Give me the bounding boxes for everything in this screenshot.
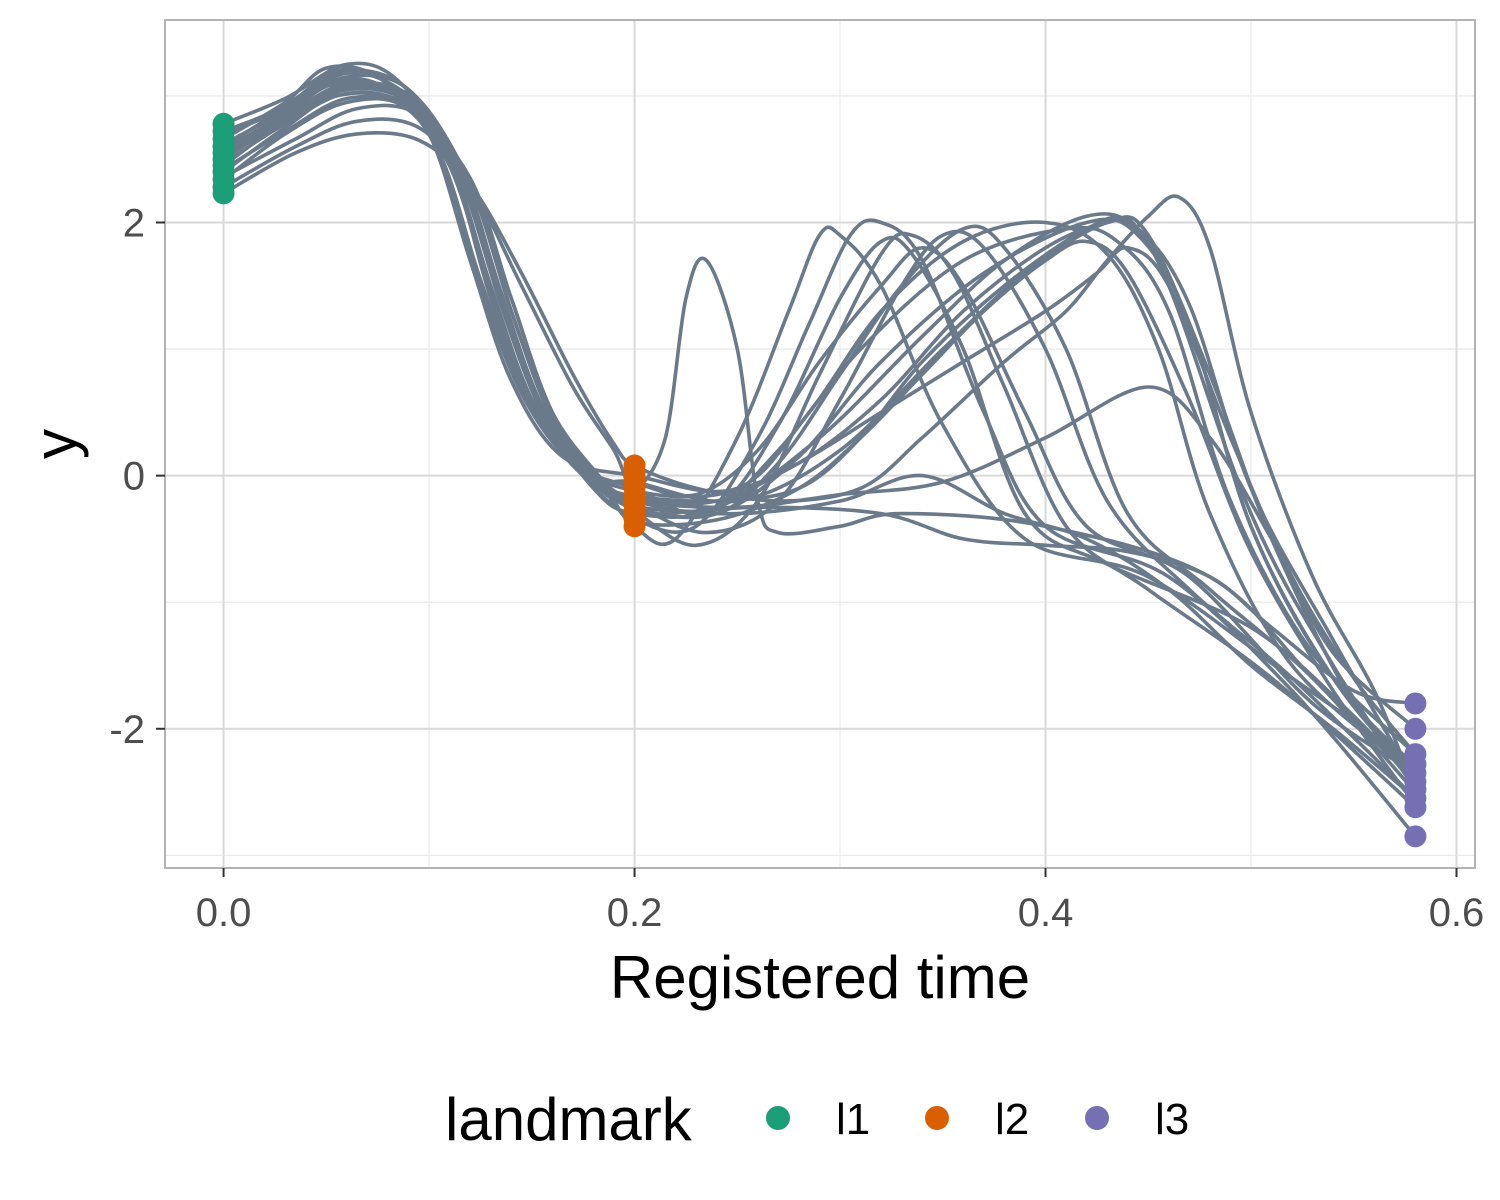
legend-key-l3 [1085,1106,1109,1130]
legend-label-l3: l3 [1155,1095,1189,1144]
x-tick-label: 0.2 [607,891,663,935]
legend-label-l2: l2 [995,1095,1029,1144]
y-tick-label: 0 [123,455,145,499]
series-curve-17 [221,80,1418,756]
x-tick-label: 0.0 [196,891,252,935]
series-curve-18 [221,68,1418,775]
legend-label-l1: l1 [836,1095,870,1144]
landmark-point-l3 [1404,692,1427,715]
panel-border [164,19,1476,869]
landmark-point-l1 [212,182,235,205]
landmark-point-l3 [1404,796,1427,819]
x-tick-label: 0.6 [1429,891,1485,935]
x-axis-title: Registered time [610,944,1030,1011]
series-curves [221,61,1418,839]
legend: landmark l1 l2 l3 [445,1086,1189,1153]
legend-key-l1 [766,1106,790,1130]
landmark-point-l3 [1404,717,1427,740]
series-curve-21 [221,85,1418,801]
x-tick-label: 0.4 [1018,891,1074,935]
legend-key-l2 [925,1106,949,1130]
landmark-point-l2 [623,515,646,538]
y-axis-title: y [22,429,89,459]
series-curve-20 [221,94,1418,706]
landmark-points [212,112,1427,848]
axis-ticks: 0.0 0.2 0.4 0.6 -2 0 2 [109,202,1484,935]
y-tick-label: 2 [123,202,145,246]
landmark-point-l3 [1404,825,1427,848]
y-tick-label: -2 [109,708,145,752]
series-curve-12 [221,71,1418,769]
legend-title: landmark [445,1086,693,1153]
